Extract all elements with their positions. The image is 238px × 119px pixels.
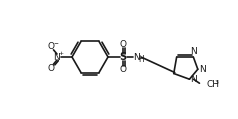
Text: O: O (48, 64, 55, 73)
Text: −: − (54, 40, 59, 45)
Text: N: N (134, 52, 140, 62)
Text: S: S (119, 52, 127, 62)
Text: N: N (199, 65, 206, 74)
Text: O: O (48, 42, 55, 51)
Text: N: N (190, 75, 197, 84)
Text: 3: 3 (215, 80, 219, 85)
Text: +: + (59, 51, 64, 56)
Text: N: N (190, 47, 197, 56)
Text: O: O (119, 65, 127, 74)
Text: H: H (139, 55, 144, 64)
Text: CH: CH (206, 80, 219, 89)
Text: O: O (119, 40, 127, 49)
Text: N: N (54, 52, 60, 62)
